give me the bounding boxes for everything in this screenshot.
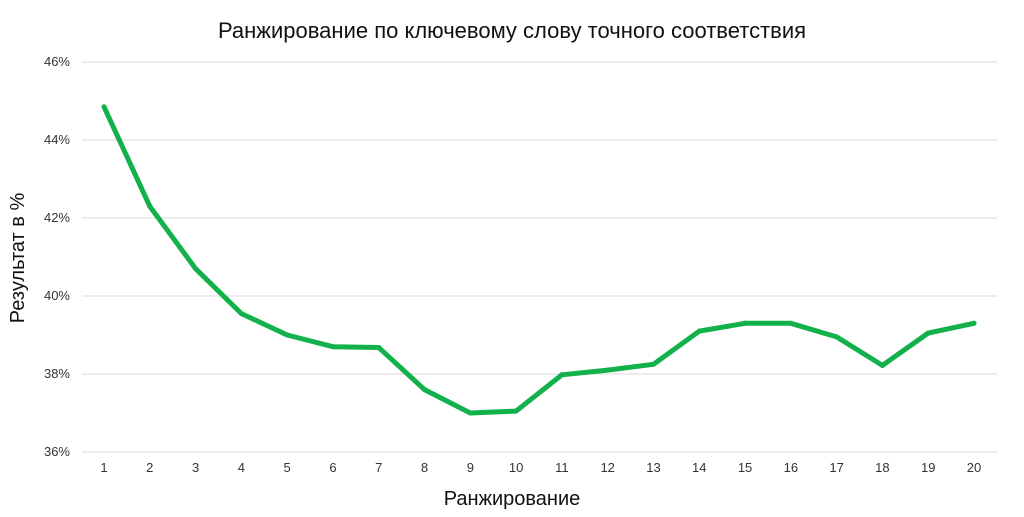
data-point [605, 367, 611, 373]
data-point [330, 344, 336, 350]
x-tick-label: 8 [421, 460, 428, 475]
x-tick-label: 10 [509, 460, 523, 475]
x-tick-label: 6 [329, 460, 336, 475]
x-tick-label: 7 [375, 460, 382, 475]
data-point [650, 361, 656, 367]
x-tick-label: 20 [967, 460, 981, 475]
data-point [879, 362, 885, 368]
x-tick-label: 14 [692, 460, 706, 475]
x-tick-label: 5 [284, 460, 291, 475]
x-tick-label: 19 [921, 460, 935, 475]
data-point [284, 332, 290, 338]
data-point [193, 266, 199, 272]
x-axis-title: Ранжирование [444, 488, 581, 510]
data-point [467, 410, 473, 416]
data-point [742, 320, 748, 326]
y-tick-label: 36% [44, 444, 70, 459]
x-tick-label: 1 [100, 460, 107, 475]
data-point [834, 334, 840, 340]
x-tick-label: 12 [600, 460, 614, 475]
y-tick-label: 46% [44, 54, 70, 69]
y-axis-ticks: 36% 38% 40% 42% 44% 46% [44, 54, 70, 459]
data-point [422, 387, 428, 393]
series-line [101, 104, 977, 416]
x-tick-label: 16 [784, 460, 798, 475]
data-point [513, 408, 519, 414]
x-tick-label: 15 [738, 460, 752, 475]
x-tick-label: 11 [555, 460, 569, 475]
x-tick-label: 4 [238, 460, 245, 475]
data-point [559, 372, 565, 378]
y-tick-label: 40% [44, 288, 70, 303]
y-tick-label: 44% [44, 132, 70, 147]
data-point [238, 311, 244, 317]
x-tick-label: 18 [875, 460, 889, 475]
chart-title: Ранжирование по ключевому слову точного … [218, 18, 806, 43]
y-tick-label: 38% [44, 366, 70, 381]
series-group [101, 104, 977, 416]
x-tick-label: 9 [467, 460, 474, 475]
data-point [971, 320, 977, 326]
data-point [925, 330, 931, 336]
y-axis-title: Результат в % [7, 193, 29, 324]
data-point [376, 344, 382, 350]
x-tick-label: 13 [646, 460, 660, 475]
data-point [696, 328, 702, 334]
x-tick-label: 2 [146, 460, 153, 475]
x-tick-label: 17 [829, 460, 843, 475]
y-tick-label: 42% [44, 210, 70, 225]
data-point [788, 320, 794, 326]
x-axis-ticks: 1 2 3 4 5 6 7 8 9 10 11 12 13 14 15 16 17 18 19 20 [100, 460, 981, 475]
gridlines [82, 61, 997, 453]
x-tick-label: 3 [192, 460, 199, 475]
data-point [101, 104, 107, 110]
data-point [147, 203, 153, 209]
